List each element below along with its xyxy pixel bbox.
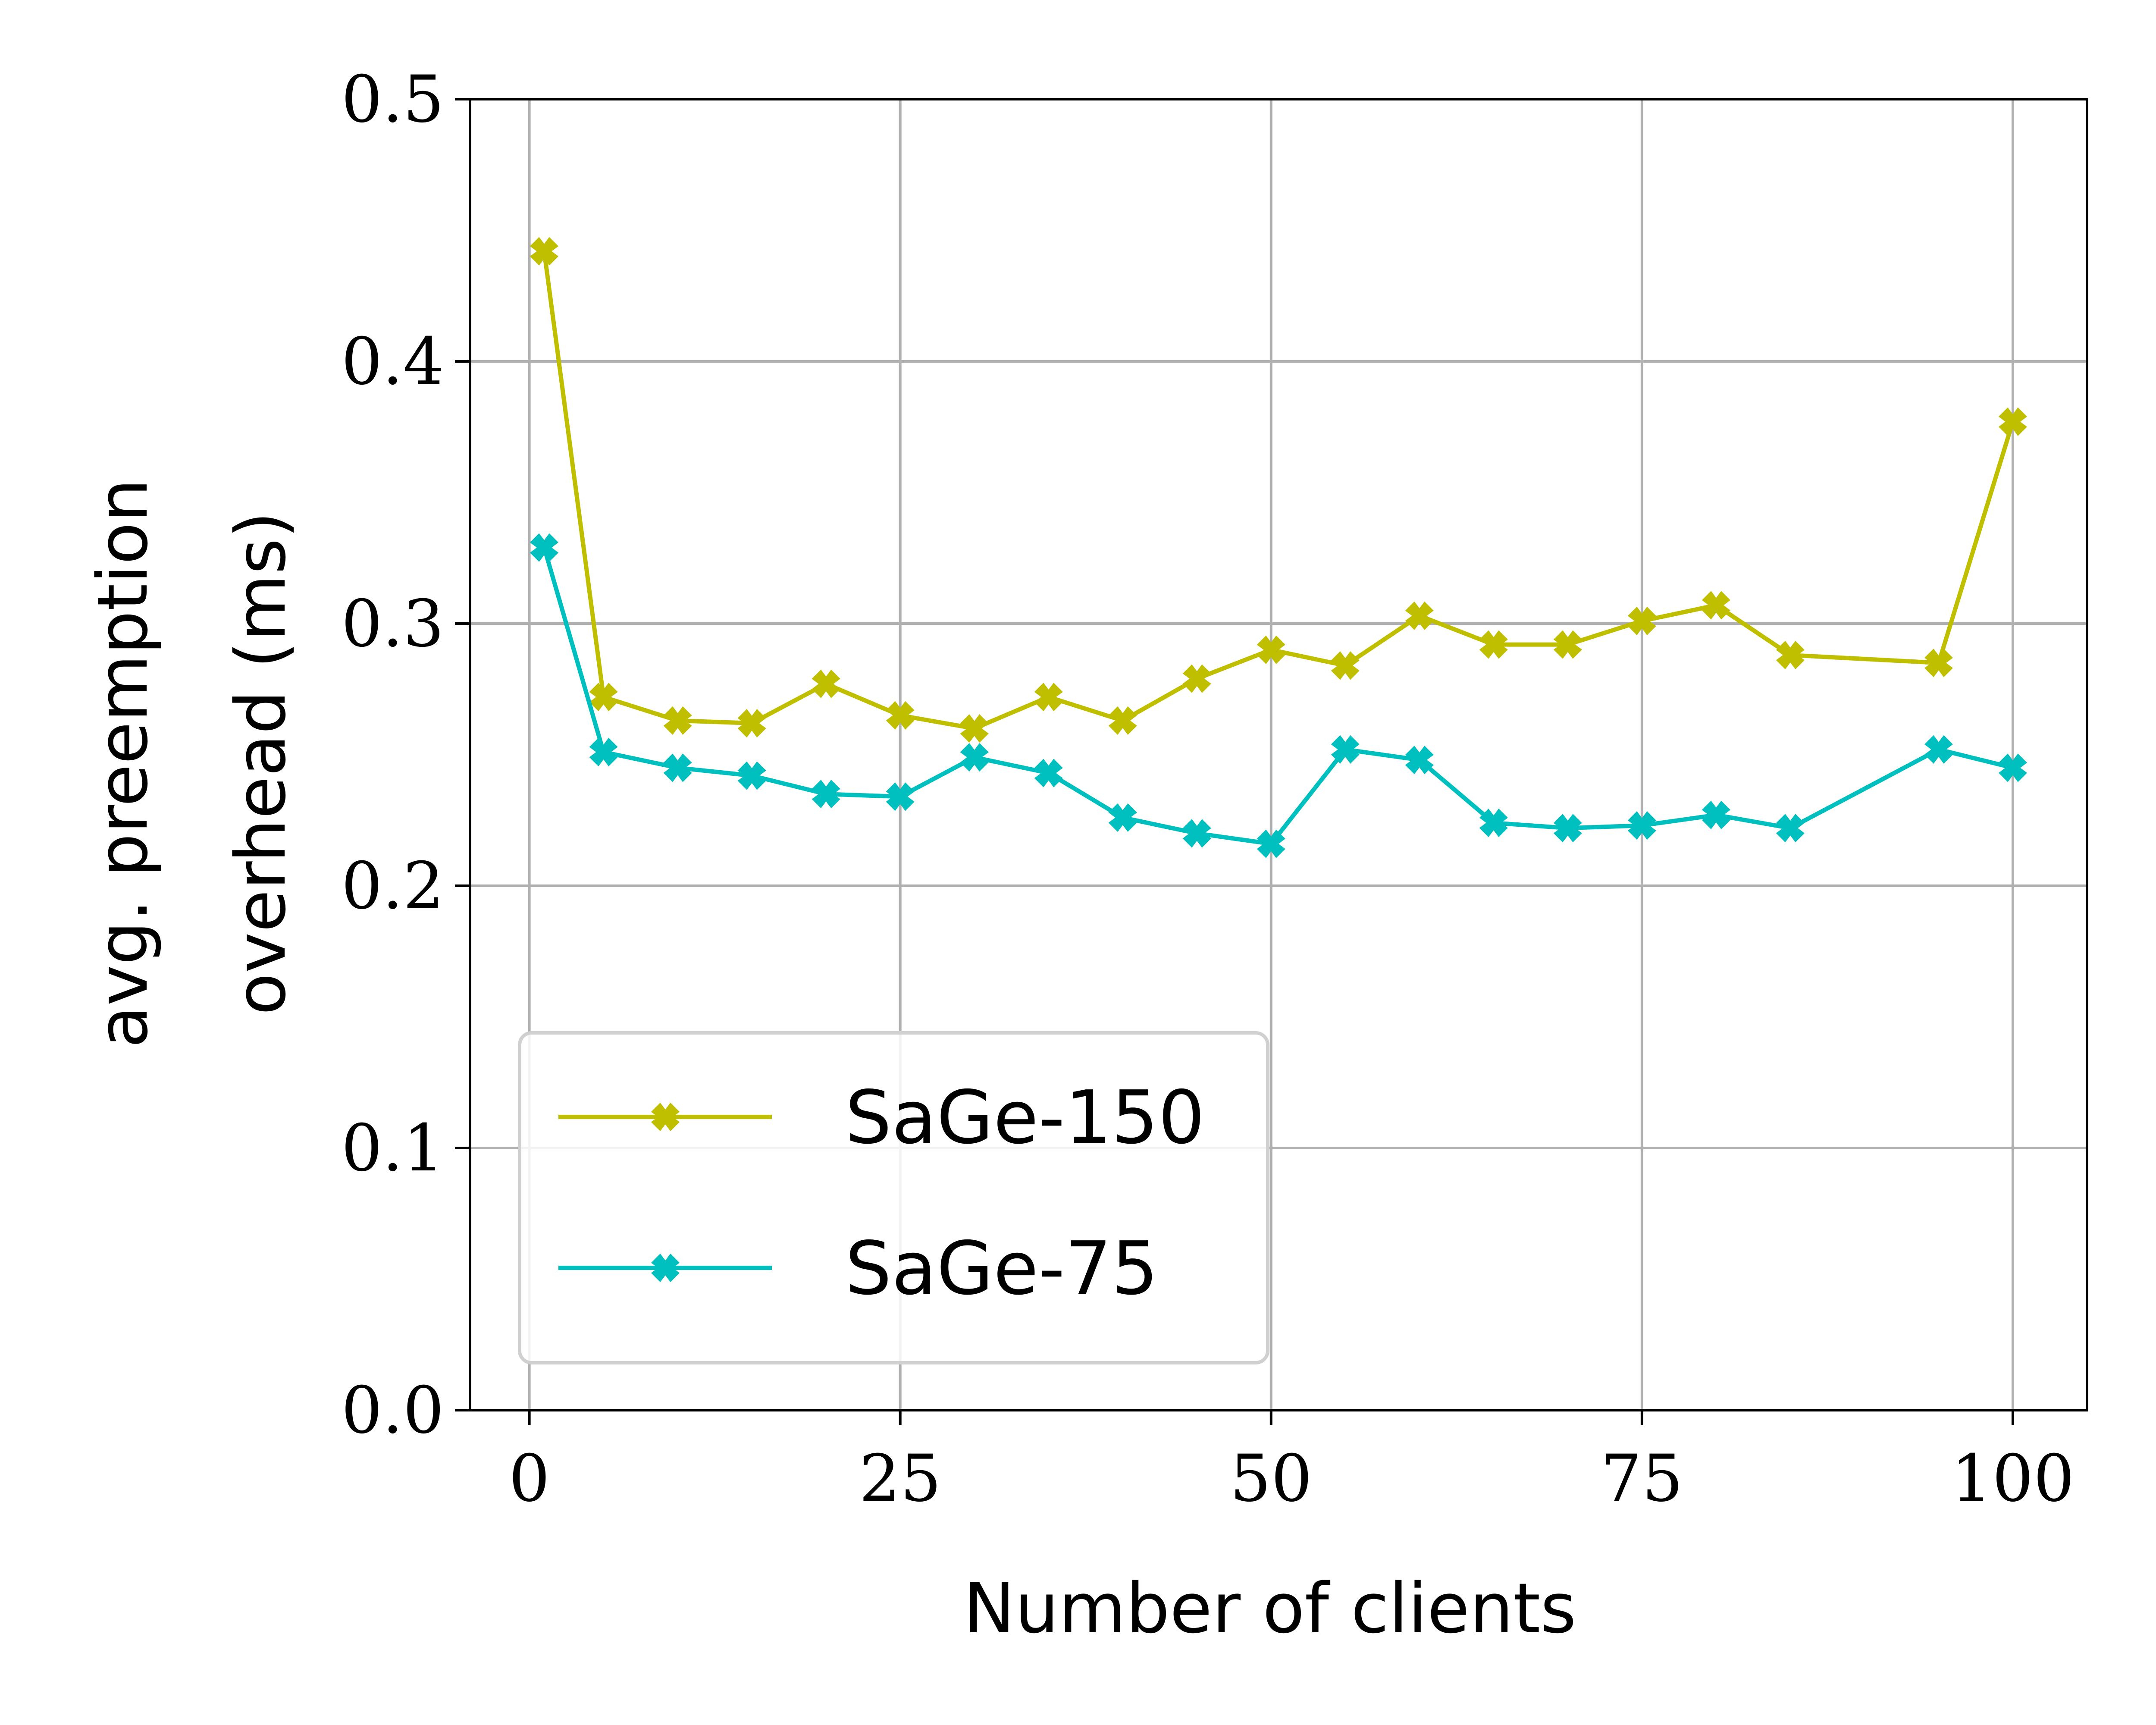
data-point — [1776, 814, 1805, 843]
legend-label: SaGe-75 — [845, 1226, 1158, 1311]
y-tick-label: 0.2 — [341, 849, 444, 924]
legend-item: SaGe-75 — [558, 1226, 1158, 1311]
x-tick-label: 0 — [509, 1441, 550, 1516]
data-point — [812, 669, 840, 698]
data-point — [1627, 811, 1656, 840]
data-point — [663, 706, 692, 735]
data-point — [1331, 651, 1360, 680]
data-point — [1998, 753, 2028, 782]
y-tick-label: 0.1 — [341, 1111, 444, 1186]
data-point — [960, 714, 989, 743]
y-tick-label: 0.5 — [341, 62, 444, 137]
data-point — [1479, 809, 1508, 837]
data-point — [960, 743, 989, 772]
y-axis-label-line-1: avg. preemption — [82, 479, 163, 1048]
data-point — [663, 753, 692, 782]
data-point — [737, 761, 766, 790]
data-point — [1405, 601, 1434, 630]
legend-item: SaGe-150 — [558, 1075, 1205, 1160]
y-tick-label: 0.4 — [341, 324, 444, 399]
x-axis: 0 25 50 75 100 — [509, 1410, 2075, 1516]
series-line — [542, 547, 2014, 846]
data-point — [1924, 649, 1953, 677]
y-axis-label: avg. preemption overhead (ms) — [82, 479, 301, 1048]
data-point — [1034, 683, 1063, 712]
data-point — [1182, 664, 1211, 693]
data-point — [1034, 759, 1063, 787]
data-point — [886, 782, 915, 811]
data-point — [1405, 746, 1434, 775]
x-tick-label: 25 — [859, 1441, 941, 1516]
legend-marker — [651, 1253, 680, 1283]
x-tick-label: 50 — [1230, 1441, 1312, 1516]
data-point — [589, 737, 618, 766]
data-point — [1479, 630, 1508, 659]
data-point — [1553, 814, 1582, 843]
data-point — [1776, 640, 1805, 670]
series-sage-75 — [530, 533, 2028, 858]
data-point — [812, 780, 840, 809]
data-point — [1331, 735, 1360, 764]
y-axis: 0.0 0.1 0.2 0.3 0.4 0.5 — [341, 62, 470, 1448]
y-tick-label: 0.3 — [341, 586, 444, 662]
y-axis-label-line-2: overhead (ms) — [220, 511, 301, 1015]
x-tick-label: 100 — [1951, 1441, 2075, 1516]
data-point — [886, 701, 915, 730]
data-point — [530, 533, 559, 562]
data-point — [1257, 829, 1285, 858]
data-point — [1702, 591, 1730, 620]
data-point — [1998, 407, 2028, 436]
series-layer — [530, 237, 2028, 858]
series-sage-150 — [530, 237, 2028, 743]
data-point — [1182, 819, 1211, 848]
plot-frame — [469, 98, 2088, 1411]
data-point — [1108, 803, 1137, 832]
data-point — [1108, 706, 1137, 735]
data-point — [1627, 606, 1656, 635]
data-point — [1257, 635, 1285, 664]
data-point — [1553, 630, 1582, 659]
legend: SaGe-150 SaGe-75 — [518, 1031, 1269, 1364]
data-point — [737, 709, 766, 738]
data-point — [1924, 735, 1953, 764]
legend-marker — [651, 1102, 680, 1132]
x-axis-label: Number of clients — [963, 1568, 1576, 1649]
y-tick-label: 0.0 — [341, 1373, 444, 1448]
x-tick-label: 75 — [1601, 1441, 1683, 1516]
legend-label: SaGe-150 — [845, 1075, 1205, 1160]
data-point — [530, 237, 559, 266]
data-point — [1702, 800, 1730, 829]
